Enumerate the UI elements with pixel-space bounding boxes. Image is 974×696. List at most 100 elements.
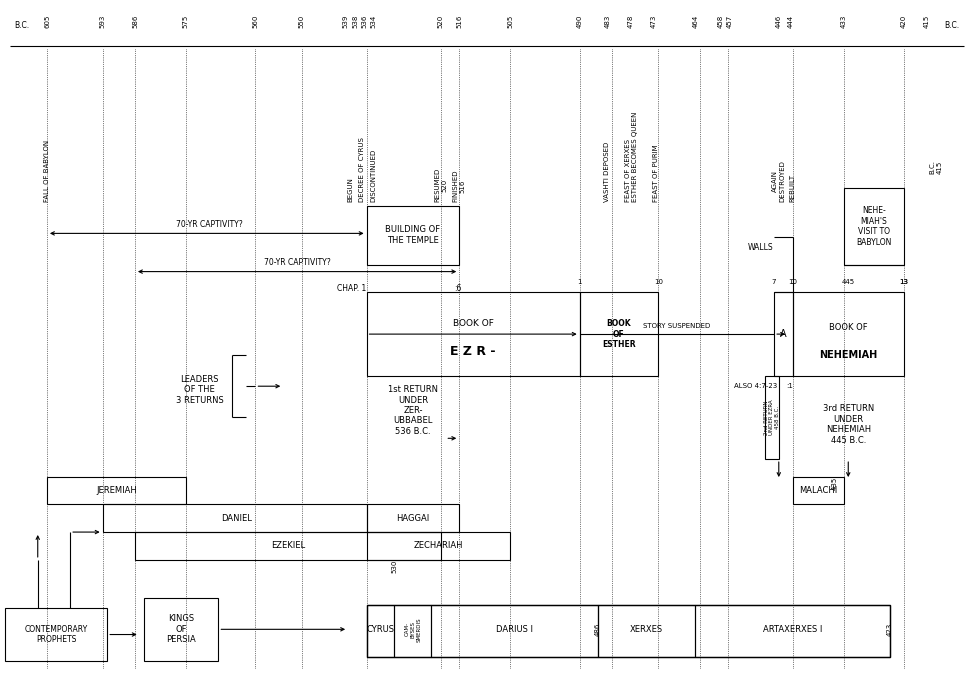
Text: 3rd RETURN
UNDER
NEHEMIAH
445 B.C.: 3rd RETURN UNDER NEHEMIAH 445 B.C.: [823, 404, 874, 445]
Text: 478: 478: [627, 15, 633, 29]
Text: 538: 538: [352, 15, 358, 29]
Text: NEHE-
MIAH'S
VISIT TO
BABYLON: NEHE- MIAH'S VISIT TO BABYLON: [856, 206, 891, 246]
Text: B.C.: B.C.: [944, 20, 959, 29]
Bar: [366, 505, 459, 532]
Text: 539: 539: [343, 15, 349, 29]
Text: 435: 435: [832, 477, 838, 490]
Text: DISCONTINUED: DISCONTINUED: [370, 149, 377, 202]
Text: BOOK OF: BOOK OF: [453, 319, 494, 329]
Bar: [774, 292, 793, 376]
Text: 575: 575: [183, 15, 189, 29]
Text: 457: 457: [728, 15, 733, 29]
Text: WALLS: WALLS: [747, 243, 773, 252]
Bar: [135, 532, 440, 560]
Bar: [598, 605, 695, 657]
Text: RESUMED
520: RESUMED 520: [434, 168, 447, 202]
Text: DECREE OF CYRUS: DECREE OF CYRUS: [359, 137, 365, 202]
Text: B.C.: B.C.: [15, 20, 30, 29]
Text: 586: 586: [132, 15, 138, 29]
Text: 444: 444: [787, 15, 794, 29]
Text: 605: 605: [44, 15, 50, 29]
Text: DANIEL: DANIEL: [221, 514, 252, 523]
Text: JEREMIAH: JEREMIAH: [96, 486, 137, 495]
Text: A: A: [780, 329, 787, 339]
Text: 505: 505: [507, 15, 513, 29]
Text: CHAP. 1: CHAP. 1: [337, 285, 366, 294]
Text: REBUILT: REBUILT: [790, 174, 796, 202]
Text: 560: 560: [252, 15, 258, 29]
Bar: [47, 477, 186, 505]
Text: 70-YR CAPTIVITY?: 70-YR CAPTIVITY?: [264, 258, 330, 267]
Text: 550: 550: [299, 15, 305, 29]
Text: ALSO 4:7-23: ALSO 4:7-23: [734, 383, 777, 389]
Text: 486: 486: [595, 623, 601, 636]
Bar: [366, 292, 580, 376]
Text: 7: 7: [772, 279, 776, 285]
Text: FEAST OF XERXES: FEAST OF XERXES: [625, 139, 631, 202]
Text: BOOK OF: BOOK OF: [829, 323, 868, 332]
Text: 445: 445: [842, 279, 855, 285]
Bar: [431, 605, 598, 657]
Text: KINGS
OF
PERSIA: KINGS OF PERSIA: [167, 615, 196, 644]
Bar: [5, 608, 107, 661]
Text: 483: 483: [605, 15, 611, 29]
Bar: [793, 477, 843, 505]
Text: NEHEMIAH: NEHEMIAH: [819, 350, 878, 360]
Text: :6: :6: [455, 285, 462, 294]
Text: 534: 534: [370, 15, 377, 29]
Bar: [394, 605, 431, 657]
Bar: [366, 532, 510, 560]
Text: 415: 415: [924, 15, 930, 29]
Text: BEGUN: BEGUN: [348, 177, 354, 202]
Text: CONTEMPORARY
PROPHETS: CONTEMPORARY PROPHETS: [24, 625, 88, 644]
Text: FALL OF BABYLON: FALL OF BABYLON: [44, 140, 50, 202]
Bar: [366, 605, 394, 657]
Text: B.C.
415: B.C. 415: [930, 160, 943, 174]
Text: 70-YR CAPTIVITY?: 70-YR CAPTIVITY?: [175, 219, 243, 228]
Text: HAGGAI: HAGGAI: [396, 514, 430, 523]
Text: AGAIN
DESTROYED: AGAIN DESTROYED: [772, 160, 785, 202]
Text: ESTHER BECOMES QUEEN: ESTHER BECOMES QUEEN: [632, 112, 638, 202]
Text: ARTAXERXES I: ARTAXERXES I: [763, 625, 822, 634]
Text: BOOK
OF
ESTHER: BOOK OF ESTHER: [602, 319, 636, 349]
Text: LEADERS
OF THE
3 RETURNS: LEADERS OF THE 3 RETURNS: [176, 374, 224, 404]
Text: 516: 516: [456, 15, 463, 29]
Text: 464: 464: [693, 15, 698, 29]
Text: 423: 423: [887, 623, 893, 636]
Bar: [843, 188, 904, 264]
Text: 520: 520: [437, 15, 444, 29]
Text: 530: 530: [392, 560, 397, 574]
Bar: [765, 376, 779, 459]
Text: FINISHED
516: FINISHED 516: [453, 170, 466, 202]
Bar: [366, 205, 459, 264]
Text: E Z R -: E Z R -: [450, 345, 496, 358]
Bar: [580, 292, 658, 376]
Text: 13: 13: [899, 279, 909, 285]
Bar: [102, 505, 366, 532]
Text: 10: 10: [654, 279, 663, 285]
Text: DARIUS I: DARIUS I: [497, 625, 534, 634]
Text: 10: 10: [788, 279, 797, 285]
Text: CAM-
BYSES
SMERDIS: CAM- BYSES SMERDIS: [404, 617, 421, 642]
Text: VASHTI DEPOSED: VASHTI DEPOSED: [605, 142, 611, 202]
Bar: [366, 605, 890, 657]
Text: 473: 473: [651, 15, 656, 29]
Text: 536: 536: [361, 15, 367, 29]
Text: 446: 446: [775, 15, 782, 29]
Text: EZEKIEL: EZEKIEL: [271, 541, 305, 551]
Text: BUILDING OF
THE TEMPLE: BUILDING OF THE TEMPLE: [386, 226, 440, 245]
Text: 1: 1: [578, 279, 581, 285]
Text: STORY SUSPENDED: STORY SUSPENDED: [643, 322, 710, 329]
Text: XERXES: XERXES: [630, 625, 663, 634]
Text: 458: 458: [718, 15, 724, 29]
Text: 2nd RETURN
UNDER EZRA
458 B.C.: 2nd RETURN UNDER EZRA 458 B.C.: [764, 400, 780, 435]
Bar: [695, 605, 890, 657]
Text: ZECHARIAH: ZECHARIAH: [414, 541, 463, 551]
Text: 433: 433: [841, 15, 846, 29]
Text: 593: 593: [99, 15, 105, 29]
Text: 490: 490: [577, 15, 582, 29]
Bar: [793, 292, 904, 376]
Text: FEAST OF PURIM: FEAST OF PURIM: [653, 145, 659, 202]
Text: :1: :1: [786, 383, 793, 389]
Bar: [144, 598, 218, 661]
